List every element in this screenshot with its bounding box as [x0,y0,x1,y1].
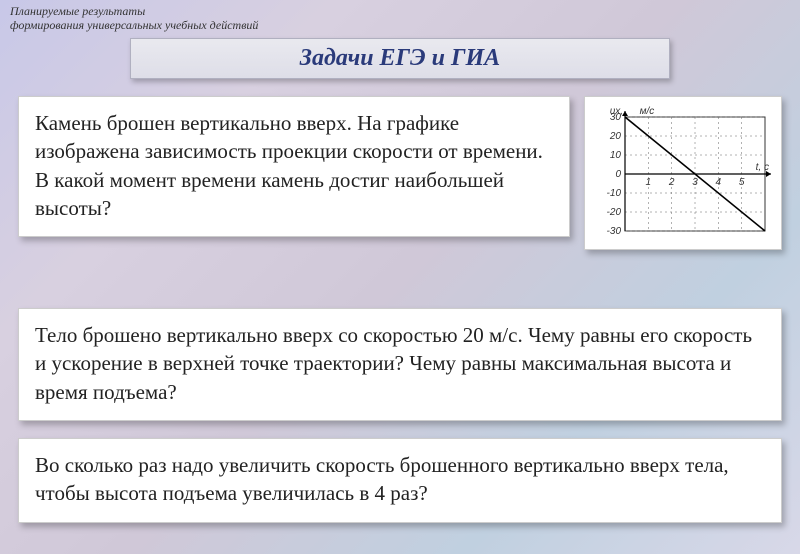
watermark-line2: формирования универсальных учебных дейст… [10,18,258,32]
title-bar: Задачи ЕГЭ и ГИА [130,38,670,79]
svg-text:5: 5 [739,177,745,188]
svg-text:υx,: υx, [610,106,623,117]
watermark-line1: Планируемые результаты [10,4,258,18]
watermark: Планируемые результаты формирования унив… [10,4,258,33]
svg-text:10: 10 [610,150,622,161]
svg-text:-30: -30 [607,226,622,237]
svg-text:4: 4 [716,177,722,188]
svg-text:-20: -20 [607,207,622,218]
problem-3: Во сколько раз надо увеличить скорость б… [18,438,782,523]
svg-text:0: 0 [615,169,621,180]
svg-text:1: 1 [646,177,652,188]
svg-text:-10: -10 [607,188,622,199]
page-title: Задачи ЕГЭ и ГИА [300,45,500,71]
svg-text:м/с: м/с [640,106,655,117]
problem-2: Тело брошено вертикально вверх со скорос… [18,308,782,421]
velocity-graph: 3020100-10-20-3012345υx,м/сt, с [584,96,782,250]
svg-text:3: 3 [692,177,698,188]
svg-text:2: 2 [668,177,675,188]
svg-text:20: 20 [609,131,622,142]
problem-1: Камень брошен вертикально вверх. На граф… [18,96,570,237]
svg-text:t, с: t, с [756,162,769,173]
